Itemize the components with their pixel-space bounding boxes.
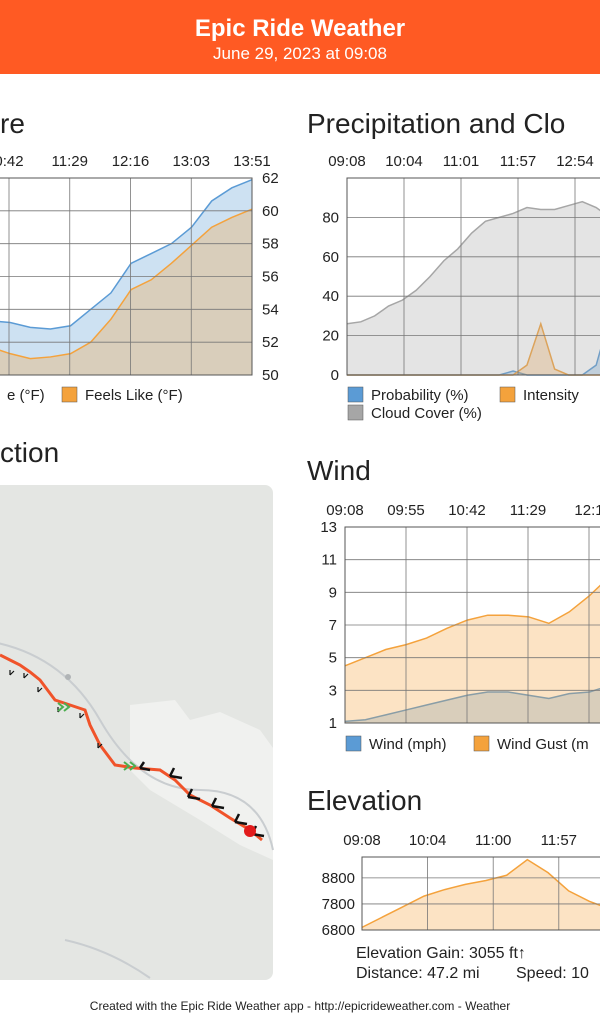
speed: Speed: 10 [516,965,589,982]
chart-title: Elevation [307,785,422,816]
y-tick-label: 5 [329,650,337,667]
legend-label: Wind (mph) [369,736,447,753]
y-tick-label: 40 [322,288,339,305]
area-line [0,178,253,330]
x-tick-label: 12:54 [556,153,594,170]
area-fill [362,859,600,930]
date: June 29, 2023 at 09:08 [213,44,387,63]
x-tick-label: 10:04 [385,153,423,170]
legend-label: Probability (%) [371,387,469,404]
y-tick-label: 60 [262,203,279,220]
y-tick-label: 56 [262,269,279,286]
y-tick-label: 52 [262,334,279,351]
legend-swatch [473,735,490,752]
x-tick-label: 11:29 [510,502,546,519]
footer: Created with the Epic Ride Weather app -… [90,999,510,1013]
x-tick-label: 09:55 [387,502,425,519]
x-tick-label: 09:08 [343,832,381,849]
plot-frame [0,177,253,376]
legend-swatch [499,386,516,403]
area-line [344,584,600,667]
chart-title: Precipitation and Clo [307,108,565,139]
y-tick-label: 7800 [322,896,355,913]
legend-swatch [347,404,364,421]
y-tick-label: 1 [329,715,337,732]
plot-frame [346,177,600,376]
plot-frame [361,856,600,931]
app-title: Epic Ride Weather [195,15,405,42]
x-tick-label: 11:01 [443,153,479,170]
y-tick-label: 6800 [322,922,355,939]
y-tick-label: 62 [262,170,279,187]
map-title: ction [0,437,59,468]
legend-label: Intensity [523,387,579,404]
chart: re e (°F) Feels Like (°F) 50 52 54 56 58 60 62 0:4… [0,108,279,404]
chart: Precipitation and Clo Probability (%) Inte… [307,108,600,422]
y-tick-label: 3 [329,682,337,699]
x-tick-label: 11:29 [52,153,88,170]
chart-title: Wind [307,455,371,486]
header-bar [0,0,600,74]
y-tick-label: 20 [322,328,339,345]
legend-swatch [347,386,364,403]
plot-frame [344,526,600,724]
chart: Elevation 6800 7800 8800 09:08 10:04 11:00 11:5… [307,785,600,939]
x-tick-label: 13:51 [233,153,271,170]
area-line [0,208,253,360]
legend-label: Cloud Cover (%) [371,405,482,422]
y-tick-label: 80 [322,209,339,226]
distance: Distance: 47.2 mi [356,965,480,982]
x-tick-label: 09:08 [328,153,366,170]
y-tick-label: 50 [262,367,279,384]
x-tick-label: 13:03 [172,153,210,170]
y-tick-label: 9 [329,584,337,601]
legend-swatch [345,735,362,752]
x-tick-label: 11:00 [475,832,511,849]
legend-label: Wind Gust (m [497,736,589,753]
y-tick-label: 8800 [322,870,355,887]
area-fill [347,201,600,375]
elevation-gain: Elevation Gain: 3055 ft↑ [356,945,526,962]
chart-title: re [0,108,25,139]
y-tick-label: 54 [262,301,279,318]
area-fill [0,209,252,375]
area-fill [345,585,600,723]
y-tick-label: 58 [262,236,279,253]
x-tick-label: 11:57 [541,832,577,849]
legend-swatch [61,386,78,403]
legend-label: Feels Like (°F) [85,387,183,404]
x-tick-label: 10:04 [409,832,447,849]
area-line [346,200,600,325]
y-tick-label: 11 [321,552,337,569]
x-tick-label: 0:42 [0,153,24,170]
x-tick-label: 09:08 [326,502,364,519]
area-fill [0,179,252,375]
x-tick-label: 10:42 [448,502,486,519]
area-line [344,687,600,723]
y-tick-label: 7 [329,617,337,634]
x-tick-label: 11:57 [500,153,536,170]
y-tick-label: 13 [320,519,337,536]
x-tick-label: 12:1 [574,502,600,519]
area-line [361,858,600,929]
legend-label: e (°F) [7,387,45,404]
y-tick-label: 0 [331,367,339,384]
y-tick-label: 60 [322,249,339,266]
map [0,485,274,980]
x-tick-label: 12:16 [112,153,150,170]
